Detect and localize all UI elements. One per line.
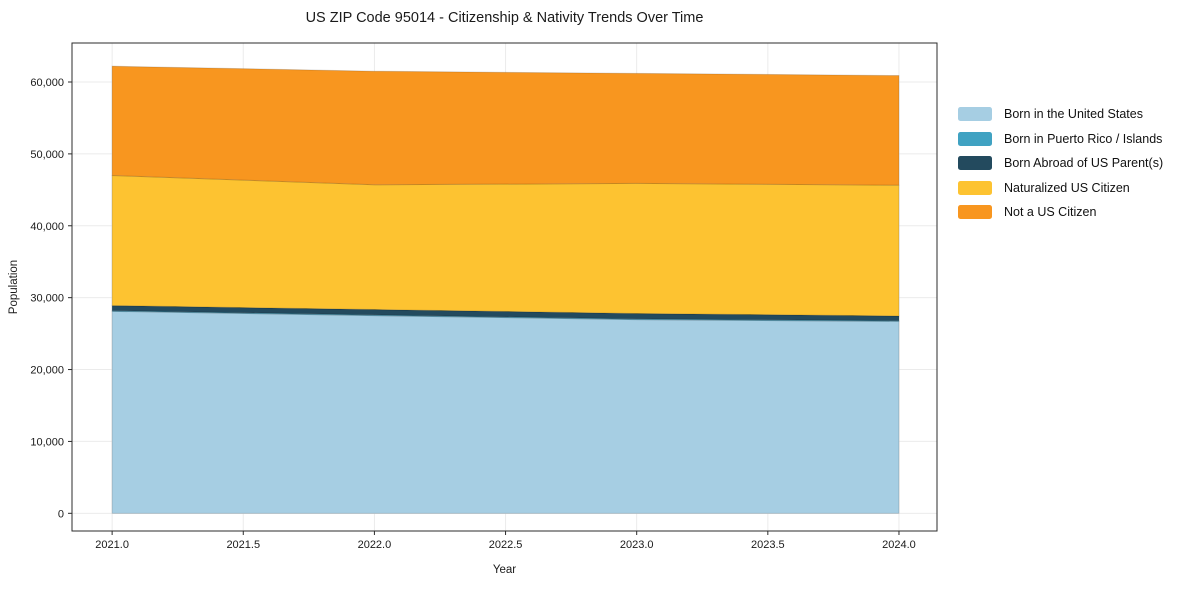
legend-label: Naturalized US Citizen (1004, 180, 1130, 195)
legend-item: Born in the United States (958, 102, 1163, 127)
x-tick-label: 2021.5 (226, 539, 260, 551)
plot-border (71, 42, 938, 532)
y-tick-label: 50,000 (30, 149, 64, 161)
x-tick-label: 2023.0 (620, 539, 654, 551)
legend-item: Born Abroad of US Parent(s) (958, 151, 1163, 176)
y-tick-label: 60,000 (30, 77, 64, 89)
legend-label: Born Abroad of US Parent(s) (1004, 156, 1164, 171)
legend-label: Born in Puerto Rico / Islands (1004, 131, 1163, 146)
x-tick-label: 2024.0 (882, 539, 916, 551)
x-axis-ticks: 2021.0 2021.5 2022.0 2022.5 2023.0 2023.5 2024… (95, 531, 916, 551)
y-axis-label: Population (8, 259, 20, 315)
x-axis-label: Year (492, 564, 517, 576)
legend-item: Not a US Citizen (958, 200, 1163, 225)
legend-swatch-icon (958, 180, 992, 195)
legend-label: Born in the United States (1004, 107, 1143, 122)
y-tick-label: 30,000 (30, 293, 64, 305)
legend-item: Born in Puerto Rico / Islands (958, 127, 1163, 152)
legend-item: Naturalized US Citizen (958, 176, 1163, 201)
chart-title: US ZIP Code 95014 - Citizenship & Nativi… (305, 10, 704, 26)
x-tick-label: 2022.0 (358, 539, 392, 551)
area-series (111, 310, 900, 514)
y-tick-label: 0 (58, 508, 64, 520)
y-tick-label: 20,000 (30, 365, 64, 377)
legend-swatch-icon (958, 205, 992, 220)
x-tick-label: 2023.5 (751, 539, 785, 551)
legend-swatch-icon (958, 156, 992, 171)
stacked-areas (111, 65, 900, 514)
legend-label: Not a US Citizen (1004, 205, 1097, 220)
legend-swatch-icon (958, 107, 992, 122)
area-series (111, 174, 900, 317)
x-tick-label: 2022.5 (489, 539, 523, 551)
y-tick-label: 10,000 (30, 436, 64, 448)
x-tick-label: 2021.0 (95, 539, 129, 551)
legend-swatch-icon (958, 131, 992, 146)
y-tick-label: 40,000 (30, 221, 64, 233)
legend: Born in the United States Born in Puerto … (958, 102, 1163, 225)
y-axis-ticks: 0 10,000 20,000 30,000 40,000 50,000 60,000 (30, 77, 72, 520)
area-series (111, 65, 900, 186)
